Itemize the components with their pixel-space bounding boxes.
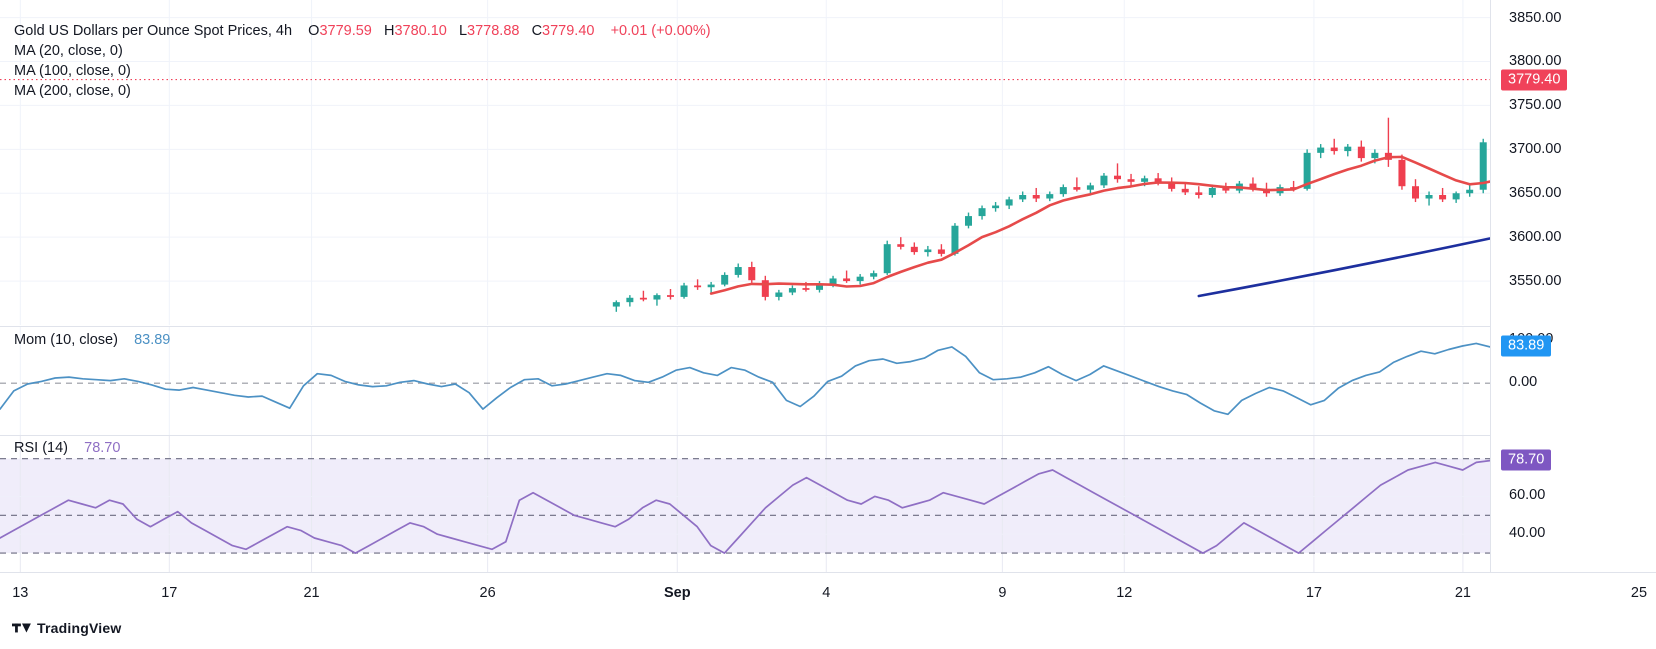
time-tick-label: 4 <box>822 585 831 601</box>
price-pane[interactable] <box>0 0 1490 325</box>
price-tick-label: 3550.00 <box>1509 273 1562 290</box>
price-tick-label: 3750.00 <box>1509 97 1562 114</box>
last-price-badge[interactable]: 3779.40 <box>1501 69 1568 91</box>
time-scale-axis[interactable]: 13172126Sep491217212528 <box>0 572 1656 615</box>
time-tick-label: 26 <box>479 585 496 601</box>
time-tick-label: 13 <box>12 585 29 601</box>
rsi-plot <box>0 436 1490 572</box>
time-tick-label: 17 <box>1305 585 1322 601</box>
momentum-tick-label: 0.00 <box>1509 374 1538 391</box>
rsi-tick-label: 40.00 <box>1509 525 1546 542</box>
rsi-tick-label: 60.00 <box>1509 487 1546 504</box>
time-tick-label: 21 <box>1454 585 1471 601</box>
time-tick-label: 9 <box>998 585 1007 601</box>
price-tick-label: 3700.00 <box>1509 141 1562 158</box>
time-tick-label: 25 <box>1630 585 1648 601</box>
rsi-value-badge[interactable]: 78.70 <box>1501 449 1552 471</box>
price-scale-axis[interactable]: 3850.00 3800.00 3750.00 3700.00 3650.00 3600.… <box>1490 0 1656 572</box>
time-tick-label: 21 <box>303 585 320 601</box>
price-tick-label: 3850.00 <box>1509 9 1562 26</box>
momentum-pane[interactable] <box>0 326 1490 435</box>
price-plot <box>0 0 1490 325</box>
tradingview-watermark: TradingView <box>12 620 121 636</box>
time-tick-label: Sep <box>663 585 691 601</box>
watermark-label: TradingView <box>37 620 122 636</box>
rsi-pane[interactable] <box>0 435 1490 572</box>
price-tick-label: 3800.00 <box>1509 53 1562 70</box>
momentum-plot <box>0 327 1490 435</box>
momentum-value-badge[interactable]: 83.89 <box>1501 335 1552 357</box>
price-tick-label: 3600.00 <box>1509 229 1562 246</box>
time-tick-label: 17 <box>161 585 178 601</box>
price-tick-label: 3650.00 <box>1509 185 1562 202</box>
time-tick-label: 12 <box>1116 585 1133 601</box>
tradingview-logo-icon <box>12 623 31 633</box>
